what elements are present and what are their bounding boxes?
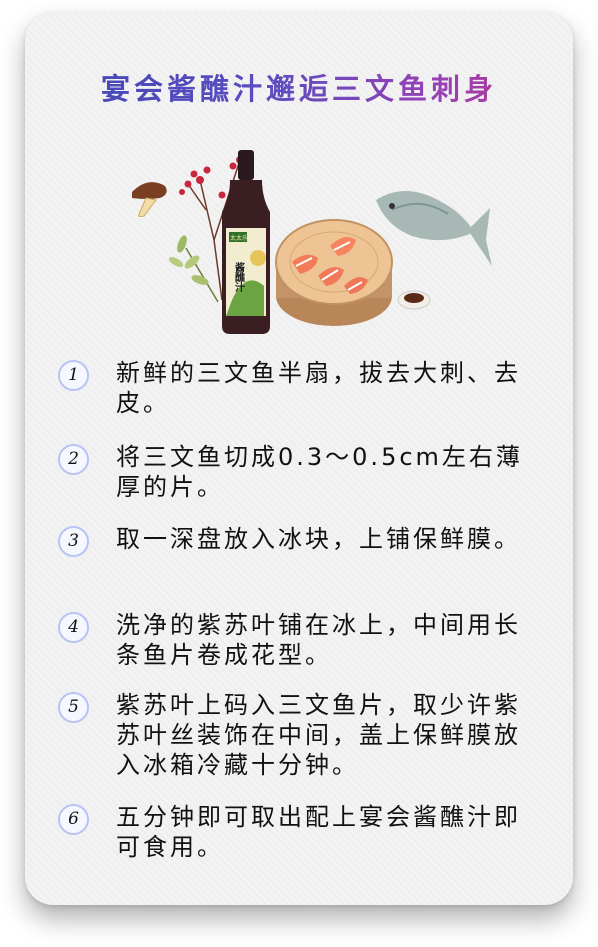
fish-icon xyxy=(376,191,492,266)
recipe-title: 宴会酱醮汁邂逅三文鱼刺身 xyxy=(0,66,598,108)
step-number: 6 xyxy=(58,804,89,835)
mushroom-icon xyxy=(132,182,167,217)
salmon-slices-icon xyxy=(292,237,368,294)
step-text: 取一深盘放入冰块，上铺保鲜膜。 xyxy=(116,525,521,553)
step-number: 1 xyxy=(58,360,89,391)
step-text: 五分钟即可取出配上宴会酱醮汁即可食用。 xyxy=(116,803,521,861)
step-number: 4 xyxy=(58,612,89,643)
step-text: 将三文鱼切成0.3～0.5cm左右薄厚的片。 xyxy=(116,443,523,501)
step-number: 3 xyxy=(58,526,89,557)
step-text: 紫苏叶上码入三文鱼片，取少许紫苏叶丝装饰在中间，盖上保鲜膜放入冰箱冷藏十分钟。 xyxy=(116,691,521,779)
step-number: 2 xyxy=(58,444,89,475)
leaf-branch-icon xyxy=(168,235,219,303)
step-text: 洗净的紫苏叶铺在冰上，中间用长条鱼片卷成花型。 xyxy=(116,611,521,669)
bottle-label: 酱醮汁 xyxy=(233,261,245,293)
sauce-dish-icon xyxy=(397,290,431,310)
bottle-brand: 太太乐 xyxy=(230,234,248,242)
step-text: 新鲜的三文鱼半扇，拔去大刺、去皮。 xyxy=(116,359,521,417)
step-number: 5 xyxy=(58,692,89,723)
recipe-illustration: 太太乐 酱醮汁 xyxy=(132,150,492,334)
sauce-bottle-icon: 太太乐 酱醮汁 xyxy=(222,150,270,334)
berry-branch-icon xyxy=(187,159,241,301)
recipe-card xyxy=(25,12,573,905)
